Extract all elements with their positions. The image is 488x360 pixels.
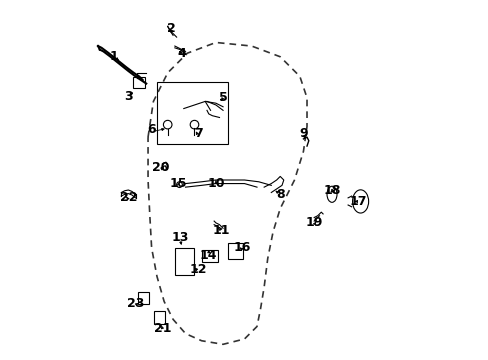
Text: 13: 13	[171, 231, 188, 244]
Text: 11: 11	[212, 224, 229, 237]
Text: 14: 14	[200, 248, 217, 261]
Text: 6: 6	[147, 123, 156, 136]
Text: 3: 3	[124, 90, 132, 103]
Bar	[175, 248, 194, 275]
Text: 1: 1	[109, 50, 118, 63]
Text: 12: 12	[189, 263, 206, 276]
Text: 9: 9	[299, 127, 307, 140]
Bar	[228, 243, 242, 258]
Text: 17: 17	[349, 195, 367, 208]
Bar	[201, 249, 217, 262]
Text: 10: 10	[207, 177, 224, 190]
Text: 21: 21	[153, 322, 171, 335]
Text: 19: 19	[305, 216, 322, 229]
Text: 15: 15	[169, 177, 187, 190]
Text: 7: 7	[193, 127, 202, 140]
Text: 23: 23	[126, 297, 144, 310]
Text: 8: 8	[275, 188, 284, 201]
Text: 4: 4	[177, 47, 186, 60]
Bar	[157, 82, 228, 144]
Text: 16: 16	[234, 241, 251, 255]
Text: 20: 20	[151, 161, 169, 174]
Text: 22: 22	[120, 192, 137, 204]
Text: 5: 5	[218, 91, 227, 104]
Text: 18: 18	[323, 184, 340, 197]
Text: 2: 2	[166, 22, 175, 35]
